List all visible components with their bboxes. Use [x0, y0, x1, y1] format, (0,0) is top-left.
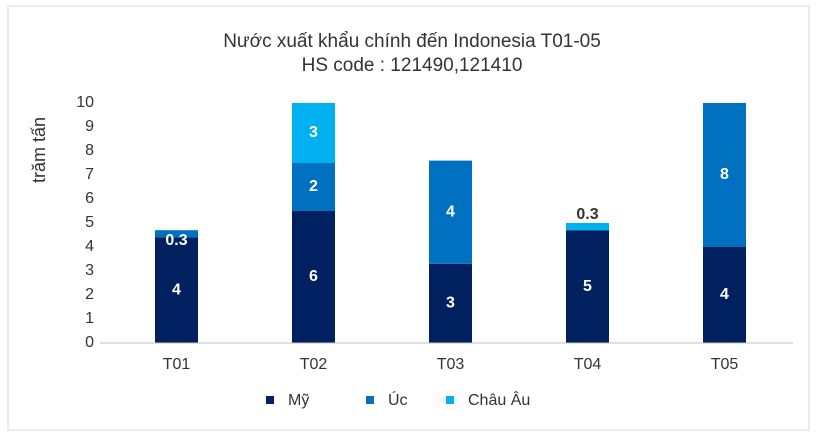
x-tick-label: T05 [711, 356, 739, 373]
bar-segment [703, 103, 746, 247]
bar-segment [155, 237, 198, 343]
legend-swatch [446, 396, 454, 404]
legend-swatch [366, 396, 374, 404]
y-tick-label: 3 [85, 262, 94, 279]
chart-subtitle: HS code : 121490,121410 [302, 55, 523, 76]
legend-label: Mỹ [288, 392, 309, 409]
data-label: 0.3 [576, 206, 598, 223]
data-label: 6 [309, 268, 318, 285]
data-label: 2 [309, 178, 318, 195]
y-tick-label: 10 [76, 94, 94, 111]
chart-title: Nước xuất khẩu chính đến Indonesia T01-0… [223, 31, 601, 52]
y-tick-label: 0 [85, 334, 94, 351]
data-label: 3 [309, 124, 318, 141]
y-tick-label: 4 [85, 238, 94, 255]
x-tick-label: T04 [574, 356, 602, 373]
legend-label: Úc [388, 390, 408, 409]
y-tick-label: 2 [85, 286, 94, 303]
y-tick-label: 7 [85, 166, 94, 183]
y-tick-label: 9 [85, 118, 94, 135]
bar-segment [429, 263, 472, 343]
bar-segment [292, 211, 335, 343]
bar-segment [566, 223, 609, 231]
chart-border [7, 5, 810, 431]
legend-swatch [266, 396, 274, 404]
bar-segment [566, 230, 609, 343]
y-tick-label: 6 [85, 190, 94, 207]
y-tick-label: 8 [85, 142, 94, 159]
bar-segment [292, 163, 335, 211]
x-tick-label: T02 [300, 356, 328, 373]
y-tick-label: 1 [85, 310, 94, 327]
bar-segment [429, 160, 472, 264]
bar-segment [155, 230, 198, 238]
data-label: 3 [446, 295, 455, 312]
bar-segment [703, 247, 746, 343]
bars [155, 103, 746, 343]
data-label: 4 [446, 203, 455, 220]
data-label: 4 [172, 281, 181, 298]
data-label: 0.3 [165, 232, 187, 249]
data-label: 4 [720, 286, 729, 303]
data-label: 5 [583, 278, 592, 295]
legend-label: Châu Âu [468, 390, 530, 409]
bar-segment [292, 103, 335, 163]
y-tick-label: 5 [85, 214, 94, 231]
y-axis-label: trăm tấn [29, 117, 49, 183]
data-label: 8 [720, 166, 729, 183]
x-tick-label: T01 [163, 356, 191, 373]
x-tick-label: T03 [437, 356, 465, 373]
